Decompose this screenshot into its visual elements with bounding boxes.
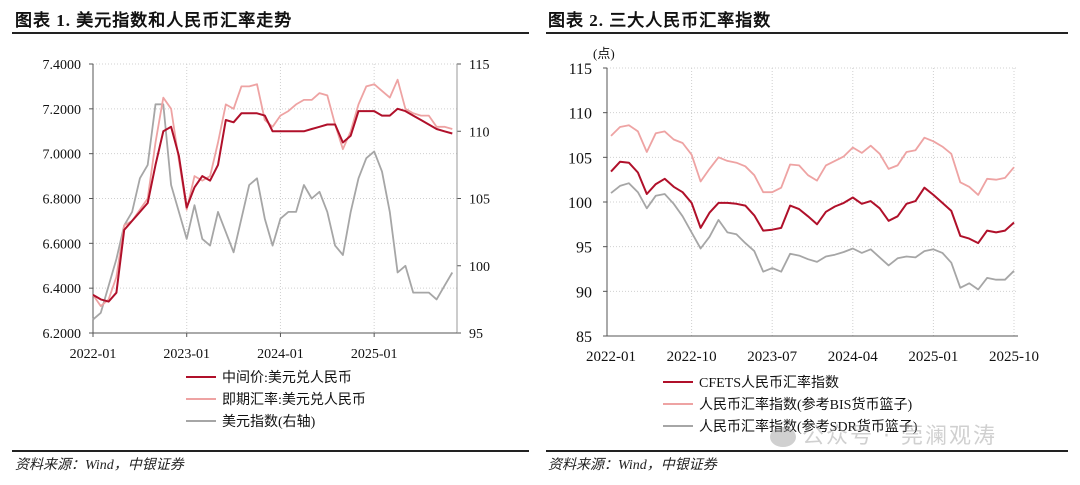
wechat-icon (770, 427, 796, 447)
legend-item: CFETS人民币汇率指数 (663, 371, 918, 393)
right-source-note: 资料来源：Wind，中银证券 (548, 458, 717, 473)
x-tick-label: 2022-01 (586, 349, 636, 365)
y-left-tick-label: 7.0000 (43, 148, 82, 163)
y-right-tick-label: 95 (469, 327, 483, 342)
legend-label: 人民币汇率指数(参考BIS货币篮子) (699, 398, 913, 413)
legend-label: 中间价:美元兑人民币 (222, 371, 352, 386)
legend-swatch (186, 376, 216, 378)
left-legend: 中间价:美元兑人民币 即期汇率:美元兑人民币 美元指数(右轴) (186, 366, 366, 432)
series-line-3 (610, 182, 1015, 291)
y-tick-label: 110 (569, 106, 592, 123)
y-tick-label: 95 (576, 240, 592, 257)
legend-label: 即期汇率:美元兑人民币 (222, 393, 366, 408)
x-tick-label: 2024-04 (828, 349, 878, 365)
legend-swatch (186, 420, 216, 422)
y-left-tick-label: 6.4000 (43, 282, 82, 297)
x-tick-label: 2024-01 (257, 347, 304, 362)
x-tick-label: 2025-10 (989, 349, 1039, 365)
y-tick-label: 105 (568, 150, 592, 167)
legend-swatch (663, 381, 693, 383)
y-tick-label: 100 (568, 195, 592, 212)
legend-swatch (186, 398, 216, 400)
legend-item: 美元指数(右轴) (186, 410, 366, 432)
y-axis-unit-label: (点) (593, 46, 615, 61)
x-tick-label: 2025-01 (351, 347, 398, 362)
left-footer-rule (12, 450, 529, 452)
y-left-tick-label: 6.6000 (43, 237, 82, 252)
x-tick-label: 2023-01 (163, 347, 210, 362)
series-line-1 (92, 107, 453, 303)
y-tick-label: 115 (569, 61, 592, 78)
legend-item: 中间价:美元兑人民币 (186, 366, 366, 388)
legend-item: 人民币汇率指数(参考BIS货币篮子) (663, 393, 918, 415)
series-line-2 (610, 124, 1015, 196)
legend-swatch (663, 425, 693, 427)
y-tick-label: 85 (576, 329, 592, 346)
right-footer-rule (546, 450, 1068, 452)
x-tick-label: 2022-10 (667, 349, 717, 365)
x-tick-label: 2023-07 (747, 349, 797, 365)
series-line-1 (610, 160, 1015, 245)
x-tick-label: 2022-01 (70, 347, 117, 362)
right-chart-title: 图表 2. 三大人民币汇率指数 (548, 11, 772, 30)
left-source-note: 资料来源：Wind，中银证券 (15, 458, 184, 473)
legend-label: CFETS人民币汇率指数 (699, 376, 840, 391)
y-tick-label: 90 (576, 284, 592, 301)
watermark-text: 公众号 · 莞澜观涛 (802, 424, 997, 449)
y-right-tick-label: 100 (469, 260, 490, 275)
y-left-tick-label: 6.8000 (43, 193, 82, 208)
legend-item: 人民币汇率指数(参考SDR货币篮子) (663, 415, 918, 437)
series-line-3 (92, 103, 454, 321)
series-line-2 (92, 78, 453, 308)
legend-label: 人民币汇率指数(参考SDR货币篮子) (699, 420, 918, 435)
y-left-tick-label: 7.4000 (43, 58, 82, 73)
right-title-rule (546, 32, 1068, 34)
y-right-tick-label: 105 (469, 193, 490, 208)
legend-swatch (663, 403, 693, 405)
legend-item: 即期汇率:美元兑人民币 (186, 388, 366, 410)
left-chart-title: 图表 1. 美元指数和人民币汇率走势 (15, 11, 293, 30)
watermark: 公众号 · 莞澜观涛 (770, 418, 997, 450)
y-right-tick-label: 115 (469, 58, 489, 73)
legend-label: 美元指数(右轴) (222, 415, 316, 430)
x-tick-label: 2025-01 (908, 349, 958, 365)
y-left-tick-label: 7.2000 (43, 103, 82, 118)
left-title-rule (12, 32, 529, 34)
right-legend: CFETS人民币汇率指数 人民币汇率指数(参考BIS货币篮子) 人民币汇率指数(… (663, 371, 918, 437)
y-left-tick-label: 6.2000 (43, 327, 82, 342)
y-right-tick-label: 110 (469, 125, 489, 140)
